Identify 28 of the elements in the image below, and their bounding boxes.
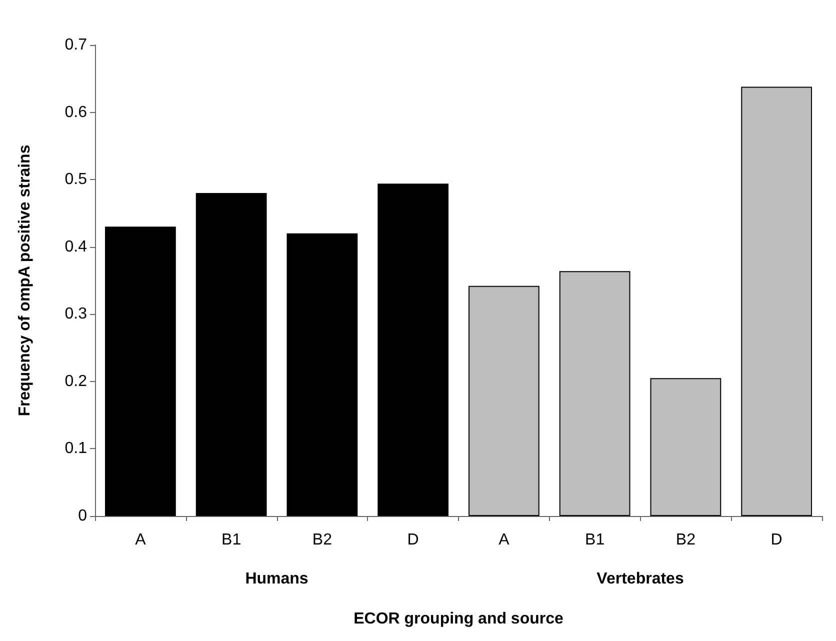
y-tick-label: 0.2	[64, 372, 88, 390]
y-tick-label: 0.3	[64, 306, 88, 323]
y-axis-title: Frequency of ompA positive strains	[16, 144, 34, 416]
x-tick-label: B2	[676, 532, 696, 548]
x-tick-label: B1	[585, 532, 605, 548]
bar	[196, 193, 267, 516]
bar	[741, 86, 812, 516]
y-tick-label: 0.6	[64, 104, 88, 121]
y-tick-label: 0.1	[64, 440, 88, 458]
bar	[559, 271, 630, 516]
bar	[378, 184, 449, 516]
y-tick-label: 0.5	[64, 171, 88, 188]
bar	[650, 378, 722, 516]
bar	[468, 286, 540, 516]
y-tick-label: 0.7	[64, 36, 88, 54]
x-tick-label: A	[135, 532, 146, 548]
x-tick-label: B1	[222, 532, 242, 548]
x-tick-label: A	[498, 532, 510, 548]
bar	[286, 233, 358, 516]
x-tick-label: D	[407, 532, 419, 548]
bar	[104, 226, 176, 516]
text: Humans	[245, 570, 308, 588]
y-tick-label: 0	[78, 508, 88, 524]
x-tick-label: B2	[312, 532, 332, 548]
text: Vertebrates	[596, 570, 684, 588]
y-tick-label: 0.4	[64, 238, 88, 256]
x-axis-title: ECOR grouping and source	[354, 610, 564, 628]
x-tick-label: D	[770, 532, 782, 548]
